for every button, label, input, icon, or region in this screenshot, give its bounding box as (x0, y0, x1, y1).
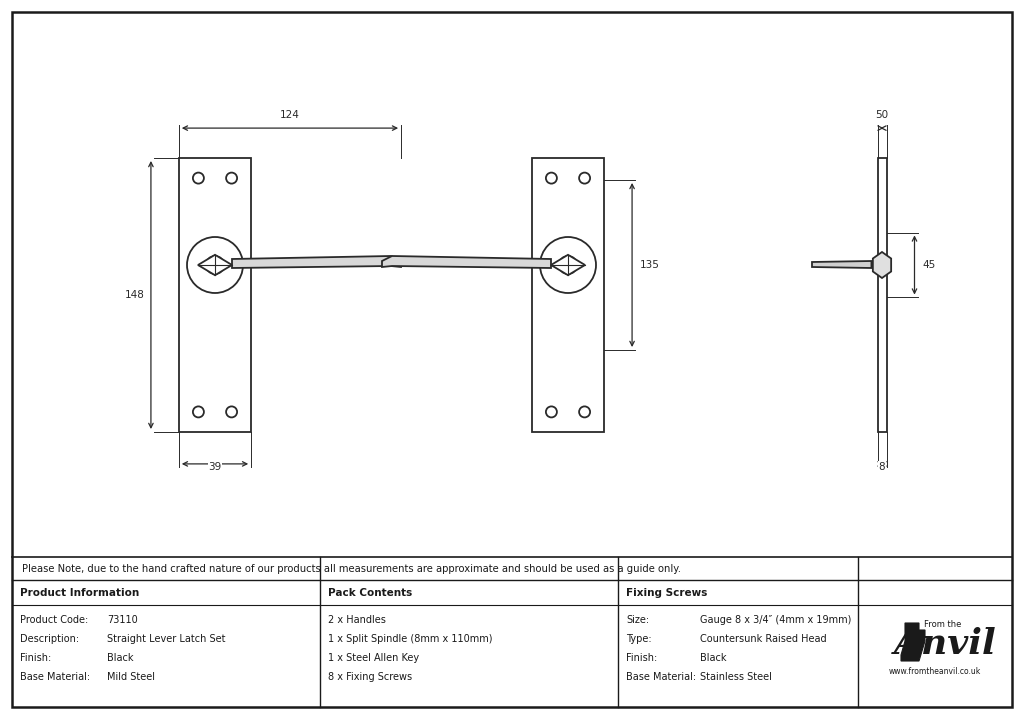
Text: 8: 8 (879, 462, 886, 472)
Text: 124: 124 (280, 110, 300, 120)
Polygon shape (232, 256, 401, 268)
Text: Finish:: Finish: (20, 653, 51, 663)
Text: Description:: Description: (20, 634, 79, 644)
Text: Base Material:: Base Material: (626, 672, 696, 682)
Text: Black: Black (106, 653, 133, 663)
Text: 135: 135 (640, 260, 659, 270)
Text: Straight Lever Latch Set: Straight Lever Latch Set (106, 634, 225, 644)
Text: 39: 39 (208, 462, 221, 472)
Text: Pack Contents: Pack Contents (328, 587, 413, 597)
Text: 148: 148 (125, 290, 145, 300)
Text: Anvil: Anvil (894, 627, 996, 661)
Text: Countersunk Raised Head: Countersunk Raised Head (700, 634, 826, 644)
Circle shape (193, 173, 204, 183)
Text: Gauge 8 x 3/4″ (4mm x 19mm): Gauge 8 x 3/4″ (4mm x 19mm) (700, 615, 851, 625)
Text: Product Information: Product Information (20, 587, 139, 597)
Text: Product Code:: Product Code: (20, 615, 88, 625)
Text: Black: Black (700, 653, 726, 663)
Text: 8 x Fixing Screws: 8 x Fixing Screws (328, 672, 412, 682)
Text: 2 x Handles: 2 x Handles (328, 615, 386, 625)
Circle shape (540, 237, 596, 293)
Circle shape (559, 256, 577, 274)
Polygon shape (812, 261, 871, 268)
Circle shape (206, 256, 224, 274)
Text: Stainless Steel: Stainless Steel (700, 672, 772, 682)
Circle shape (546, 173, 557, 183)
Text: 73110: 73110 (106, 615, 138, 625)
Bar (878, 158, 887, 432)
Circle shape (187, 237, 243, 293)
Text: Please Note, due to the hand crafted nature of our products all measurements are: Please Note, due to the hand crafted nat… (22, 564, 681, 574)
Text: From the: From the (925, 620, 962, 629)
Text: Fixing Screws: Fixing Screws (626, 587, 708, 597)
Circle shape (580, 406, 590, 418)
Text: Mild Steel: Mild Steel (106, 672, 155, 682)
Text: Type:: Type: (626, 634, 651, 644)
Text: 1 x Steel Allen Key: 1 x Steel Allen Key (328, 653, 419, 663)
Circle shape (226, 406, 238, 418)
Circle shape (546, 406, 557, 418)
Text: Finish:: Finish: (626, 653, 657, 663)
Polygon shape (198, 255, 232, 275)
Bar (531, 158, 604, 432)
Text: www.fromtheanvil.co.uk: www.fromtheanvil.co.uk (889, 667, 981, 676)
Circle shape (226, 173, 238, 183)
Polygon shape (551, 255, 585, 275)
Circle shape (580, 173, 590, 183)
Text: 50: 50 (876, 110, 889, 120)
Text: Size:: Size: (626, 615, 649, 625)
Bar (179, 158, 251, 432)
Text: Base Material:: Base Material: (20, 672, 90, 682)
Polygon shape (382, 256, 551, 268)
Polygon shape (872, 252, 891, 278)
Polygon shape (901, 623, 925, 661)
Circle shape (193, 406, 204, 418)
Text: 45: 45 (923, 260, 936, 270)
Text: 1 x Split Spindle (8mm x 110mm): 1 x Split Spindle (8mm x 110mm) (328, 634, 493, 644)
